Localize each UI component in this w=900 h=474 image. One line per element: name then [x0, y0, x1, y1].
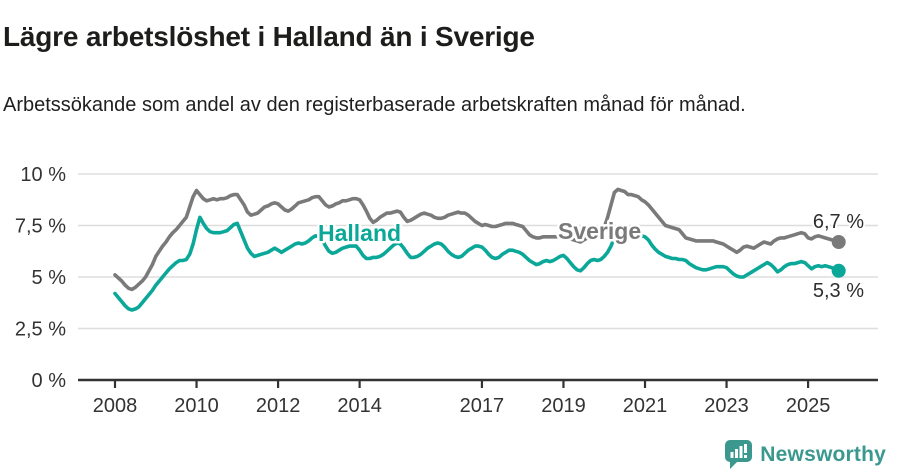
x-tick-label: 2021	[623, 395, 668, 417]
newsworthy-wordmark: Newsworthy	[760, 442, 886, 466]
series-end-dot-halland	[831, 263, 846, 278]
y-tick-label: 10 %	[20, 164, 66, 186]
series-line-halland	[113, 215, 841, 312]
y-tick-label: 2,5 %	[15, 319, 66, 341]
y-tick-label: 7,5 %	[15, 216, 66, 238]
series-label-sverige: Sverige	[558, 218, 641, 244]
x-tick-label: 2008	[93, 395, 138, 417]
x-tick-label: 2017	[460, 395, 505, 417]
newsworthy-logo: Newsworthy	[724, 439, 886, 470]
x-tick-label: 2019	[541, 395, 586, 417]
x-tick-label: 2023	[704, 395, 749, 417]
y-tick-label: 5 %	[32, 267, 67, 289]
x-tick-label: 2025	[786, 395, 831, 417]
speech-bubble-bar-chart-icon	[725, 440, 753, 469]
series-label-halland: Halland	[318, 220, 401, 246]
end-value-label-53: 5,3 %	[813, 280, 864, 302]
x-tick-label: 2010	[174, 395, 219, 417]
series-line-sverige	[113, 187, 841, 292]
x-tick-label: 2014	[337, 395, 382, 417]
end-value-label-67: 6,7 %	[813, 211, 864, 233]
y-tick-label: 0 %	[32, 370, 67, 392]
series-end-dot-sverige	[831, 235, 846, 249]
chart-subtitle: Arbetssökande som andel av den registerb…	[3, 94, 746, 116]
page-title: Lägre arbetslöshet i Halland än i Sverig…	[3, 20, 535, 52]
x-tick-label: 2012	[256, 395, 301, 417]
